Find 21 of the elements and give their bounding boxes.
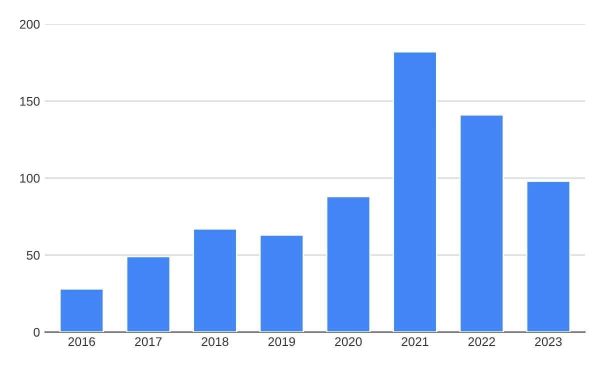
bar bbox=[392, 51, 438, 332]
x-tick-label: 2017 bbox=[135, 337, 162, 346]
bar bbox=[459, 114, 504, 332]
x-tick-label: 2023 bbox=[535, 337, 562, 346]
x-tick-label: 2021 bbox=[402, 337, 428, 346]
x-tick-label: 2016 bbox=[68, 337, 96, 346]
y-tick-label: 150 bbox=[20, 96, 40, 106]
y-tick-label: 0 bbox=[34, 328, 40, 337]
bar bbox=[259, 234, 304, 332]
bar bbox=[526, 180, 571, 332]
bar bbox=[326, 196, 371, 332]
y-tick-label: 50 bbox=[26, 250, 40, 260]
bar bbox=[126, 256, 171, 332]
bar bbox=[192, 228, 238, 332]
y-tick-label: 100 bbox=[20, 174, 40, 183]
x-tick-label: 2022 bbox=[468, 337, 495, 346]
x-tick-label: 2020 bbox=[335, 337, 362, 346]
x-tick-label: 2019 bbox=[268, 337, 295, 346]
x-tick-label: 2018 bbox=[202, 337, 228, 346]
y-tick-label: 200 bbox=[20, 20, 40, 29]
bar bbox=[59, 288, 104, 332]
